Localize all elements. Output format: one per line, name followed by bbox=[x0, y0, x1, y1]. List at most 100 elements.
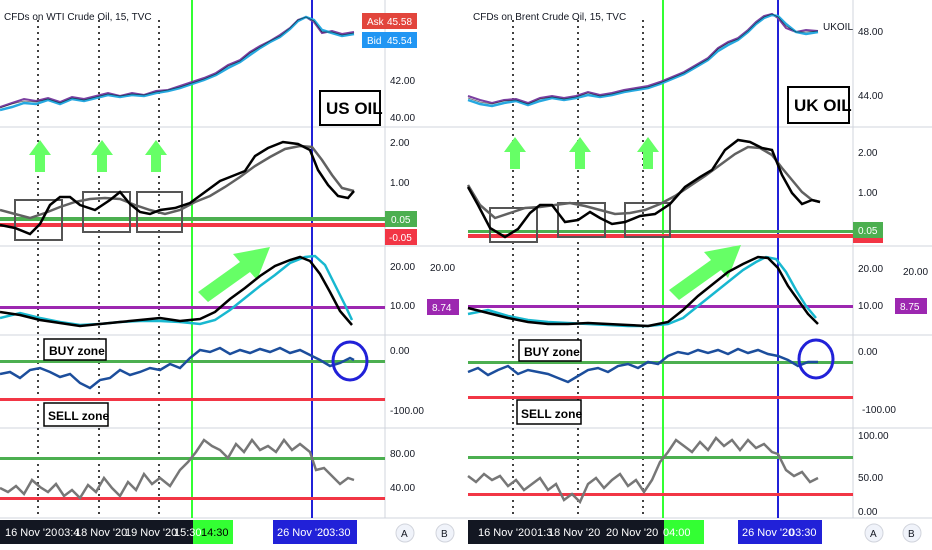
wti-side-button-a[interactable]: A bbox=[395, 523, 415, 543]
brent-side-button-b[interactable]: B bbox=[902, 523, 922, 543]
wti-price-line-black bbox=[0, 16, 355, 109]
brent-x-label-7: 03:30 bbox=[789, 527, 817, 539]
wti-purple-level bbox=[0, 306, 385, 309]
wti-panel-label: US OIL bbox=[319, 90, 383, 126]
wti-price-line-blue bbox=[0, 15, 355, 112]
brent-osc4-green-level bbox=[468, 456, 853, 459]
wti-osc4-green-level bbox=[0, 457, 385, 460]
wti-osc1-tick-1: 2.00 bbox=[390, 138, 410, 149]
brent-chart: CFDs on Brent Crude Oil, 15, TVC UKOIL 4… bbox=[466, 0, 928, 544]
wti-session-lines bbox=[37, 20, 160, 518]
wti-x-label-1: 16 Nov '20 bbox=[5, 527, 57, 539]
svg-text:0.05: 0.05 bbox=[391, 215, 411, 226]
wti-osc2-black bbox=[0, 255, 353, 328]
wti-osc3-red-level bbox=[0, 398, 385, 401]
svg-text:SELL zone: SELL zone bbox=[521, 407, 582, 421]
brent-osc4-tick-2: 50.00 bbox=[858, 473, 883, 484]
wti-x-label-5: 15:30 bbox=[174, 527, 202, 539]
panel-separators bbox=[0, 0, 932, 519]
wti-side-button-b[interactable]: B bbox=[435, 523, 455, 543]
brent-osc2-tick-2: 10.00 bbox=[858, 301, 883, 312]
wti-bid-tag: Bid 45.54 bbox=[362, 32, 417, 48]
brent-osc1-tag-green: 0.05 bbox=[853, 222, 883, 238]
brent-osc2-tick-1: 20.00 bbox=[858, 264, 883, 275]
wti-x-label-8: 03:30 bbox=[323, 527, 351, 539]
svg-text:Ask: Ask bbox=[367, 17, 385, 28]
wti-x-label-6: 14:30 bbox=[201, 527, 229, 539]
brent-purple-level bbox=[468, 305, 853, 308]
wti-red-level bbox=[0, 223, 385, 227]
svg-text:0.05: 0.05 bbox=[858, 226, 878, 237]
wti-osc3-tick-1: 0.00 bbox=[390, 346, 410, 357]
svg-text:A: A bbox=[870, 529, 877, 540]
brent-osc4-tick-3: 0.00 bbox=[858, 507, 878, 518]
wti-osc2-tick-2: 10.00 bbox=[390, 301, 415, 312]
wti-chart: CFDs on WTI Crude Oil, 15, TVC Ask 45.58… bbox=[0, 0, 459, 544]
svg-text:A: A bbox=[401, 529, 408, 540]
brent-osc1-tag-red bbox=[853, 238, 883, 243]
brent-x-label-5: 04:00 bbox=[663, 527, 691, 539]
wti-osc4-tick-2: 40.00 bbox=[390, 483, 415, 494]
brent-buy-zone-box: BUY zone bbox=[518, 339, 582, 362]
svg-text:45.54: 45.54 bbox=[387, 36, 412, 47]
wti-consolidation-boxes bbox=[14, 191, 183, 241]
wti-x-label-4: 19 Nov '20 bbox=[125, 527, 177, 539]
brent-x-label-6: 26 Nov '20 bbox=[742, 527, 794, 539]
svg-text:45.58: 45.58 bbox=[387, 17, 412, 28]
svg-text:UK OIL: UK OIL bbox=[794, 96, 852, 115]
wti-x-label-3: 18 Nov '20 bbox=[75, 527, 127, 539]
svg-text:US OIL: US OIL bbox=[326, 99, 383, 118]
svg-text:BUY zone: BUY zone bbox=[524, 345, 580, 359]
brent-highlight-circle bbox=[797, 338, 835, 380]
brent-green-level bbox=[468, 230, 853, 233]
brent-osc4-tick-1: 100.00 bbox=[858, 431, 889, 442]
brent-side-button-a[interactable]: A bbox=[864, 523, 884, 543]
brent-title: CFDs on Brent Crude Oil, 15, TVC bbox=[473, 12, 626, 23]
wti-osc1-tag-red: -0.05 bbox=[385, 229, 417, 245]
svg-text:8.75: 8.75 bbox=[900, 302, 920, 313]
brent-price-line-blue bbox=[467, 13, 819, 108]
svg-text:B: B bbox=[908, 529, 915, 540]
brent-x-label-4: 20 Nov '20 bbox=[606, 527, 658, 539]
brent-price-line-black bbox=[467, 13, 819, 105]
wti-price-line-purple bbox=[0, 15, 355, 108]
wti-up-arrows bbox=[29, 140, 167, 172]
wti-trend-arrow bbox=[198, 247, 270, 302]
svg-text:8.74: 8.74 bbox=[432, 303, 452, 314]
wti-green-level bbox=[0, 217, 385, 221]
svg-text:SELL zone: SELL zone bbox=[48, 409, 109, 423]
wti-title: CFDs on WTI Crude Oil, 15, TVC bbox=[4, 12, 152, 23]
brent-osc2-side-tick: 20.00 bbox=[903, 267, 928, 278]
wti-osc3-tick-2: -100.00 bbox=[390, 406, 424, 417]
brent-osc4-red-level bbox=[468, 493, 853, 496]
svg-text:-0.05: -0.05 bbox=[389, 233, 412, 244]
wti-x-label-7: 26 Nov '20 bbox=[277, 527, 329, 539]
brent-osc1-tick-2: 1.00 bbox=[858, 188, 878, 199]
brent-session-lines bbox=[512, 20, 644, 518]
brent-osc3-red-level bbox=[468, 396, 853, 399]
brent-osc2-black bbox=[467, 255, 819, 328]
brent-osc3-tick-2: -100.00 bbox=[862, 405, 896, 416]
wti-osc4-tick-1: 80.00 bbox=[390, 449, 415, 460]
brent-osc3-tick-1: 0.00 bbox=[858, 347, 878, 358]
wti-osc2-side-tick: 20.00 bbox=[430, 263, 455, 274]
brent-sell-zone-box: SELL zone bbox=[516, 399, 582, 425]
wti-osc1-grey bbox=[0, 144, 355, 220]
brent-x-label-2: 01:3 bbox=[531, 527, 552, 539]
brent-trend-arrow bbox=[669, 245, 741, 300]
wti-osc4-red-level bbox=[0, 497, 385, 500]
brent-x-label-1: 16 Nov '20 bbox=[478, 527, 530, 539]
brent-osc3-line bbox=[467, 347, 818, 384]
svg-text:B: B bbox=[441, 529, 448, 540]
wti-osc2-cyan bbox=[0, 254, 354, 327]
brent-osc1-black bbox=[466, 138, 821, 239]
brent-osc2-cyan bbox=[467, 255, 817, 328]
wti-osc2-tag: 8.74 bbox=[427, 299, 459, 315]
wti-osc1-tick-2: 1.00 bbox=[390, 178, 410, 189]
wti-buy-zone-box: BUY zone bbox=[43, 338, 107, 361]
brent-price-tick-2: 44.00 bbox=[858, 91, 883, 102]
wti-highlight-circle bbox=[331, 340, 369, 382]
wti-osc3-line bbox=[0, 346, 355, 390]
